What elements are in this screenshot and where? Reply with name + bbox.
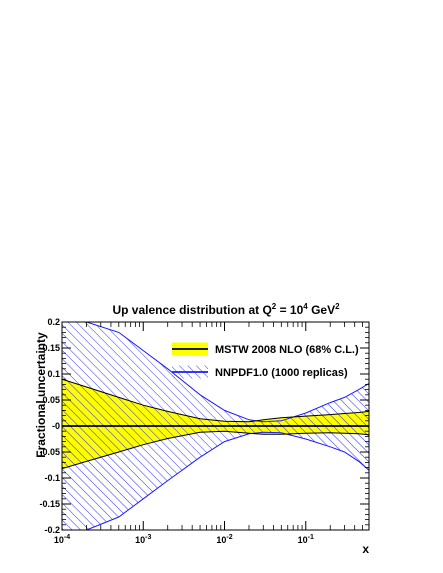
y-tick-label: -0.1: [44, 473, 60, 483]
y-tick-label: -0: [52, 421, 60, 431]
legend-nnpdf-label: NNPDF1.0 (1000 replicas): [215, 367, 348, 379]
title-main: Up valence distribution at Q: [112, 303, 271, 317]
x-tick-label: 10-3: [135, 534, 151, 545]
x-axis-label: x: [362, 542, 369, 556]
y-tick-label: 0.1: [47, 369, 60, 379]
chart-title: Up valence distribution at Q2 = 104 GeV2: [112, 302, 340, 317]
nnpdf-upper-edge: [62, 322, 369, 423]
x-tick-label: 10-4: [54, 534, 70, 545]
y-tick-label: 0.05: [42, 395, 60, 405]
title-sup1: 2: [272, 302, 277, 311]
y-tick-label: 0.2: [47, 317, 60, 327]
title-sup2: 4: [303, 302, 308, 311]
mstw-upper-edge: [62, 378, 369, 423]
title-unit: GeV: [308, 303, 335, 317]
title-mid: = 10: [276, 303, 303, 317]
legend: MSTW 2008 NLO (68% C.L.) NNPDF1.0 (1000 r…: [172, 342, 359, 379]
y-axis-label: Fractional uncertainty: [34, 332, 48, 458]
x-tick-label: 10-2: [216, 534, 232, 545]
plot-frame: [61, 321, 370, 531]
mstw-lower-edge: [62, 430, 369, 470]
x-tick-label: 10-1: [298, 534, 314, 545]
y-tick-label: -0.15: [39, 499, 60, 509]
title-sup3: 2: [335, 302, 340, 311]
y-tick-label: -0.2: [44, 525, 60, 535]
y-tick-label: 0.15: [42, 343, 60, 353]
legend-mstw-label: MSTW 2008 NLO (68% C.L.): [215, 344, 359, 356]
y-tick-label: -0.05: [39, 447, 60, 457]
